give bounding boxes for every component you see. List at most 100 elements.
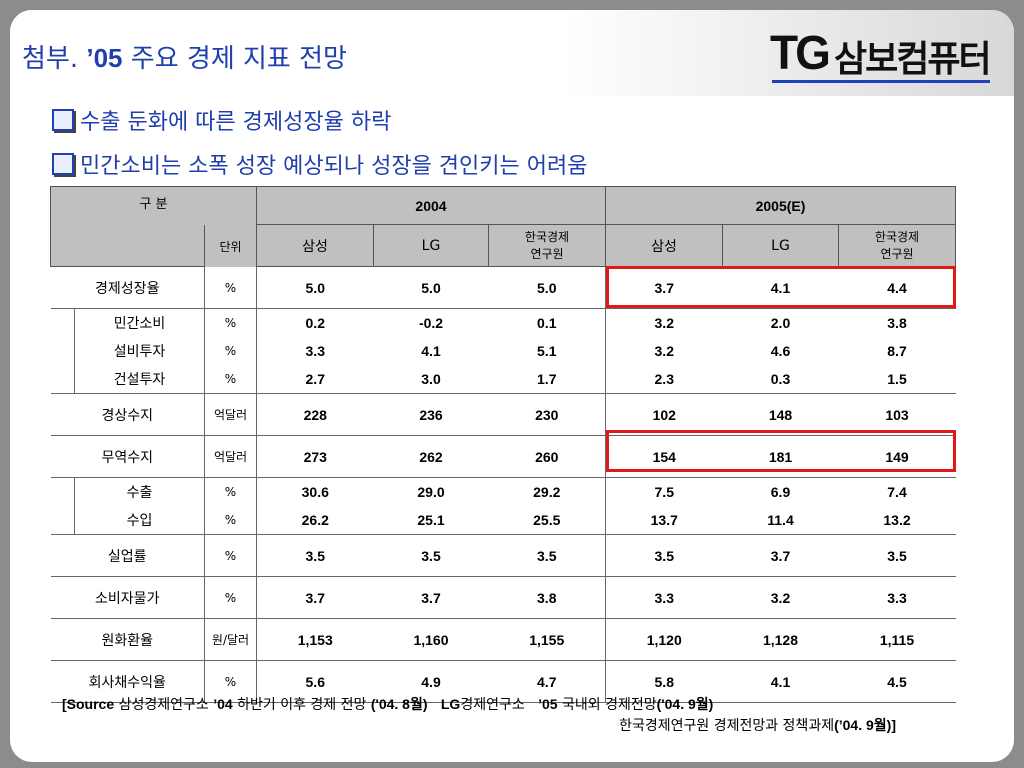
row-label: 실업률 (50, 534, 205, 577)
value-cell: 1,160 (373, 618, 489, 661)
header-2004: 2004 (256, 186, 606, 225)
value-cell: 236 (373, 393, 489, 436)
checkbox-square-icon (52, 153, 74, 175)
value-cell: 5.1 (488, 337, 606, 365)
source-line-2: 한국경제연구원 경제전망과 정책과제(’04. 9월)] (62, 715, 932, 736)
value-cell: 13.2 (883, 512, 911, 528)
source-line-1: [Source 삼성경제연구소 ’04 하반기 이후 경제 전망 ('04. 8… (62, 696, 714, 713)
row-unit: 원/달러 (204, 618, 257, 661)
title-prefix: 첨부. (22, 44, 87, 74)
bullet-2-text: 민간소비는 소폭 성장 예상되나 성장을 견인키는 어려움 (80, 154, 588, 179)
value-cell: 30.6 (256, 477, 374, 506)
value-cell: 0.1 (488, 308, 606, 337)
table-row: 건설투자% 2.7 3.0 1.7 2.3 0.3 1.5 (51, 365, 956, 394)
value-cell: 11.4 (767, 512, 794, 528)
source-text: 월) (695, 696, 714, 712)
row-label: 경상수지 (50, 393, 205, 436)
row-unit: 억달러 (204, 393, 257, 436)
source-text: ('04. 8 (370, 696, 410, 712)
bullet-1-text: 수출 둔화에 따른 경제성장율 하락 (80, 110, 392, 135)
row-label: 원화환율 (50, 618, 205, 661)
row-indent (50, 308, 75, 337)
row-unit: % (204, 576, 257, 619)
header-samsung-2005: 삼성 (605, 224, 723, 267)
value-cell: 29.0 (373, 477, 489, 506)
value-cell: 1.7 (488, 365, 606, 394)
value-cell: 3.7 (373, 576, 489, 619)
value-cell: 228 (256, 393, 374, 436)
header-samsung-2004: 삼성 (256, 224, 374, 267)
row-unit: % (204, 534, 257, 577)
header-kdi-line2: 연구원 (530, 246, 564, 261)
value-cell: 3.3 (838, 576, 956, 619)
value-cell: 3.3 (605, 576, 723, 619)
row-label: 민간소비 (74, 308, 205, 337)
table-row: 수입% 26.2 25.1 25.5 13.7 11.4 13.2 (51, 506, 956, 535)
value-cell: 5.8 (605, 660, 723, 703)
source-text: 경제연구소 (460, 697, 530, 713)
value-cell: 4.1 (421, 343, 441, 359)
value-cell: 3.5 (488, 534, 606, 577)
row-unit: 억달러 (204, 435, 257, 478)
row-indent (51, 506, 75, 535)
value-cell: 1,115 (838, 618, 956, 661)
value-cell: 1,153 (256, 618, 374, 661)
row-label: 소비자물가 (50, 576, 205, 619)
source-text: 국내외 경제전망 (557, 697, 657, 713)
title-year: ’05 (86, 43, 123, 73)
table-row: 원화환율 원/달러 1,153 1,160 1,155 1,120 1,128 1,115 (50, 618, 956, 661)
logo-latin: TG (770, 25, 831, 80)
source-note: [Source 삼성경제연구소 ’04 하반기 이후 경제 전망 ('04. 8… (62, 694, 932, 736)
value-cell: 102 (605, 393, 723, 436)
header-lg-2005: LG (722, 224, 839, 267)
source-label: [Source (62, 696, 115, 712)
row-label: 설비투자 (74, 337, 205, 365)
header-lg-2004: LG (373, 224, 489, 267)
source-text: 삼성경제연구소 (114, 697, 214, 713)
logo-underline (772, 80, 990, 83)
value-cell: 2.7 (305, 371, 325, 387)
value-cell: 3.7 (722, 534, 839, 577)
value-cell: 3.2 (722, 576, 839, 619)
source-text: LG (440, 696, 461, 712)
value-cell: 1,120 (605, 618, 723, 661)
value-cell: 4.4 (838, 266, 956, 309)
value-cell: 1,128 (722, 618, 839, 661)
value-cell: 6.9 (722, 477, 839, 506)
value-cell: 25.1 (417, 512, 445, 528)
header-row-years: 구 분 2004 2005(E) (50, 186, 956, 267)
value-cell: 26.2 (301, 512, 329, 528)
table-row: 민간소비% 0.2 -0.2 0.1 3.2 2.0 3.8 (50, 308, 956, 337)
row-label: 수입 (74, 506, 205, 535)
bullet-2: 민간소비는 소폭 성장 예상되나 성장을 견인키는 어려움 (52, 148, 587, 180)
checkbox-square-icon (52, 109, 74, 131)
row-unit: % (204, 365, 257, 394)
value-cell: 5.0 (256, 266, 374, 309)
value-cell: 3.8 (488, 576, 606, 619)
highlight-trade-2005 (606, 430, 956, 472)
source-text: ('04. 9 (656, 696, 696, 712)
row-indent (50, 477, 75, 506)
value-cell: 5.0 (373, 266, 489, 309)
header-kdi-2004: 한국경제 연구원 (488, 224, 606, 267)
row-unit: % (204, 477, 257, 506)
value-cell: 3.5 (373, 534, 489, 577)
row-indent (51, 337, 75, 365)
company-logo: TG 삼보컴퓨터 (770, 24, 1010, 86)
source-text: ’04 (213, 696, 233, 712)
value-cell: 3.3 (305, 343, 325, 359)
value-cell: 0.2 (256, 308, 374, 337)
value-cell: 4.6 (770, 343, 791, 359)
row-label: 회사채수익율 (50, 660, 205, 703)
value-cell: 4.7 (488, 660, 606, 703)
value-cell: 2.3 (654, 371, 674, 387)
source-text: 월) (409, 696, 428, 712)
value-cell: 260 (488, 435, 606, 478)
row-indent (51, 365, 75, 394)
header-kdi-line1: 한국경제 (524, 229, 570, 244)
source-text: 하반기 이후 경제 전망 (232, 697, 371, 713)
header-unit-text: 단위 (219, 239, 242, 254)
table-row: 무역수지 억달러 273 262 260 154 181 149 (50, 435, 956, 478)
row-label: 수출 (74, 477, 205, 506)
value-cell: 29.2 (488, 477, 606, 506)
